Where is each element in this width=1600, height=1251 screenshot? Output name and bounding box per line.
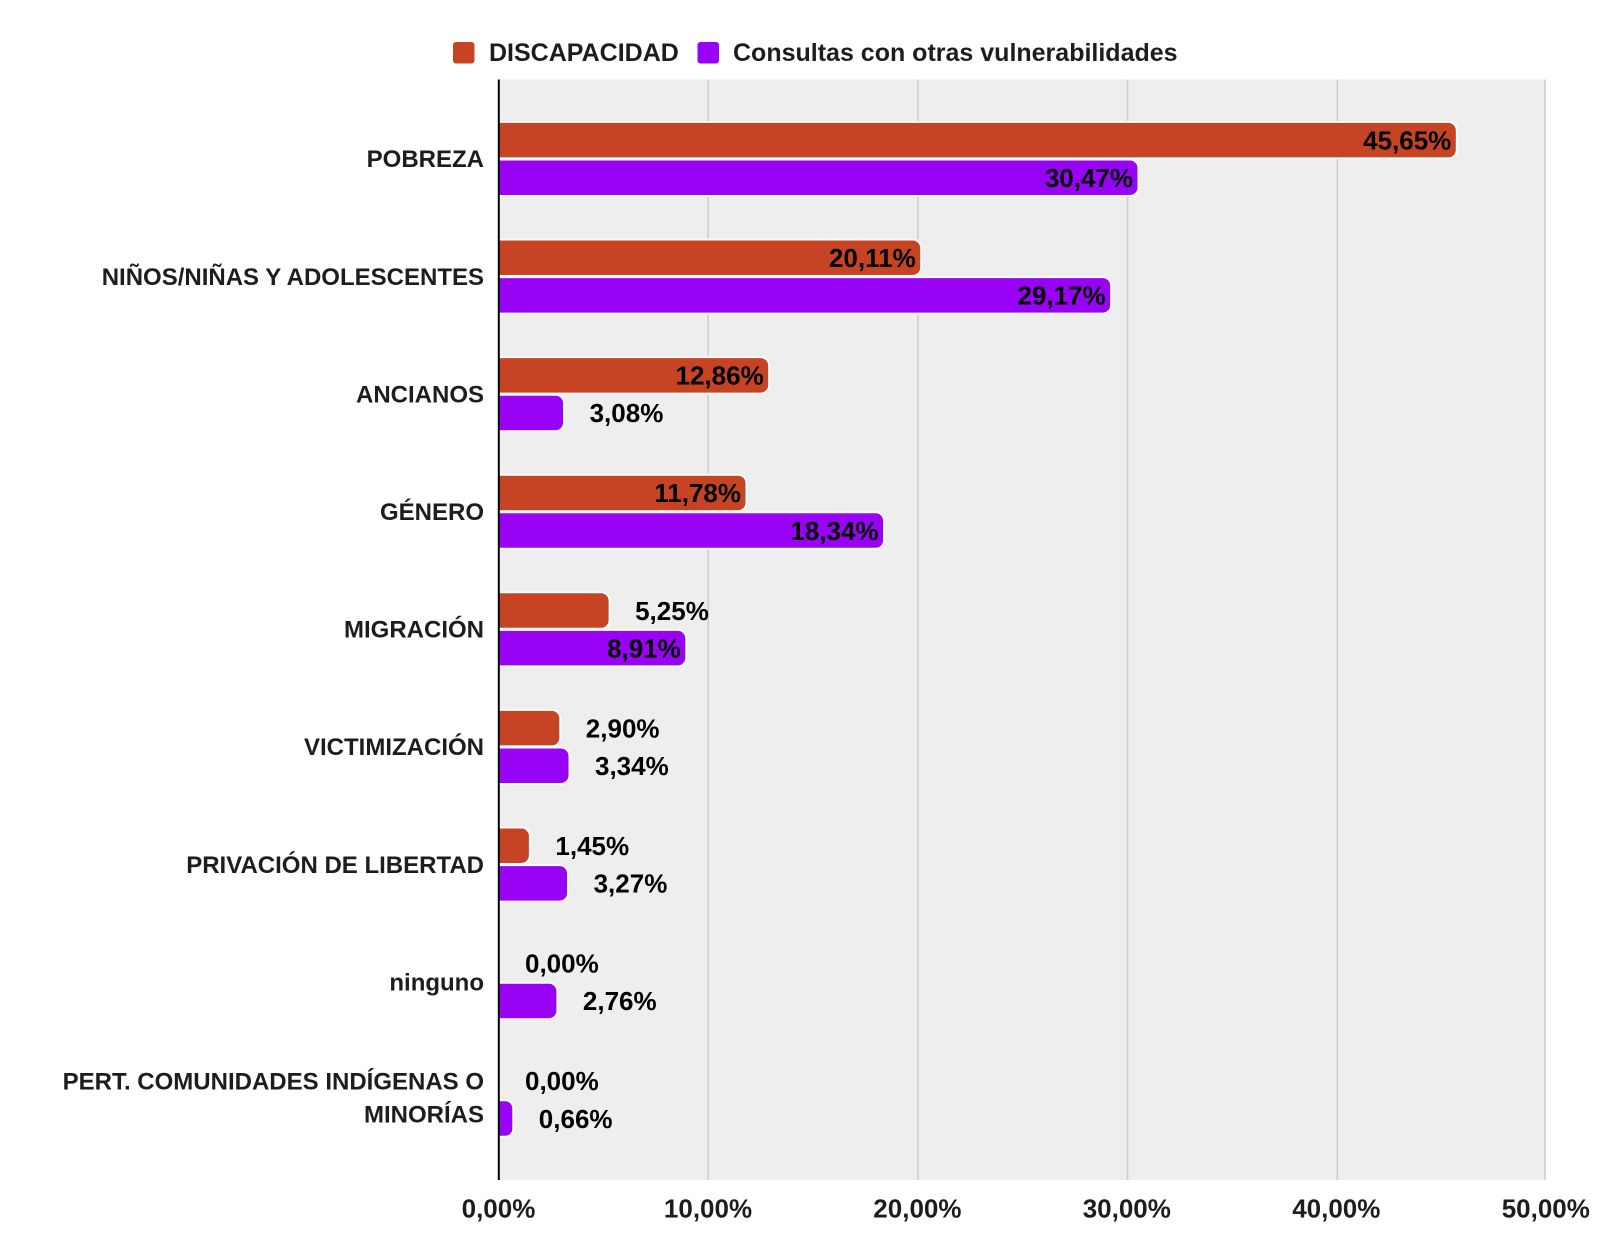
svg-text:12,86%: 12,86% bbox=[676, 361, 764, 391]
svg-text:MINORÍAS: MINORÍAS bbox=[364, 1100, 484, 1128]
svg-text:11,78%: 11,78% bbox=[654, 478, 741, 508]
svg-text:30,47%: 30,47% bbox=[1045, 163, 1133, 193]
svg-text:0,00%: 0,00% bbox=[462, 1193, 536, 1223]
svg-text:50,00%: 50,00% bbox=[1502, 1193, 1590, 1223]
svg-text:10,00%: 10,00% bbox=[664, 1193, 752, 1223]
svg-text:PRIVACIÓN DE LIBERTAD: PRIVACIÓN DE LIBERTAD bbox=[186, 851, 484, 879]
svg-text:30,00%: 30,00% bbox=[1083, 1193, 1171, 1223]
svg-text:NIÑOS/NIÑAS Y ADOLESCENTES: NIÑOS/NIÑAS Y ADOLESCENTES bbox=[102, 263, 484, 291]
svg-text:20,00%: 20,00% bbox=[873, 1193, 961, 1223]
svg-text:45,65%: 45,65% bbox=[1363, 125, 1451, 155]
svg-text:ninguno: ninguno bbox=[389, 969, 484, 996]
svg-text:20,11%: 20,11% bbox=[829, 243, 916, 273]
svg-text:8,91%: 8,91% bbox=[607, 633, 681, 663]
svg-text:0,00%: 0,00% bbox=[525, 949, 599, 979]
svg-text:ANCIANOS: ANCIANOS bbox=[356, 382, 484, 409]
svg-text:Consultas con otras vulnerabil: Consultas con otras vulnerabilidades bbox=[733, 39, 1178, 67]
svg-text:MIGRACIÓN: MIGRACIÓN bbox=[344, 616, 484, 644]
svg-text:5,25%: 5,25% bbox=[635, 596, 709, 626]
svg-text:0,66%: 0,66% bbox=[539, 1104, 613, 1134]
svg-text:29,17%: 29,17% bbox=[1018, 281, 1106, 311]
svg-text:2,90%: 2,90% bbox=[586, 713, 660, 743]
svg-text:2,76%: 2,76% bbox=[583, 986, 657, 1016]
svg-text:1,45%: 1,45% bbox=[555, 831, 629, 861]
svg-text:0,00%: 0,00% bbox=[525, 1066, 599, 1096]
svg-text:GÉNERO: GÉNERO bbox=[380, 498, 484, 526]
svg-text:18,34%: 18,34% bbox=[790, 516, 878, 546]
svg-text:POBREZA: POBREZA bbox=[367, 146, 484, 173]
svg-text:3,27%: 3,27% bbox=[594, 869, 668, 899]
svg-text:VICTIMIZACIÓN: VICTIMIZACIÓN bbox=[304, 733, 484, 761]
svg-text:3,08%: 3,08% bbox=[590, 398, 664, 428]
svg-text:PERT. COMUNIDADES INDÍGENAS O: PERT. COMUNIDADES INDÍGENAS O bbox=[63, 1067, 484, 1095]
svg-text:DISCAPACIDAD: DISCAPACIDAD bbox=[489, 39, 679, 67]
svg-text:3,34%: 3,34% bbox=[595, 751, 669, 781]
svg-text:40,00%: 40,00% bbox=[1292, 1193, 1380, 1223]
